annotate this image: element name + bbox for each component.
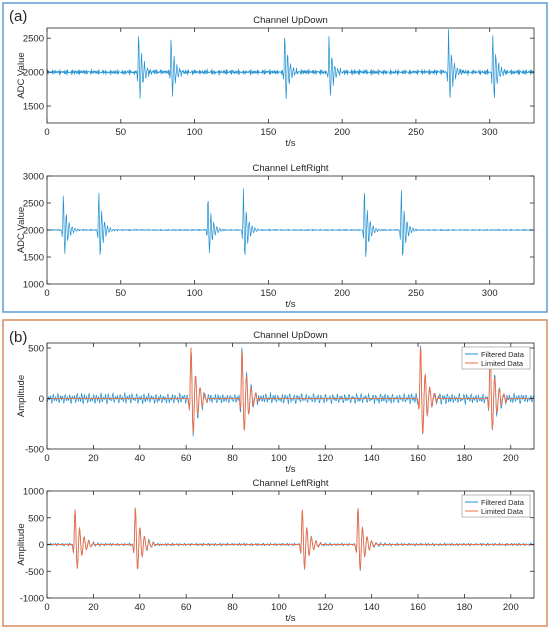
x-tick-label: 180 (456, 602, 472, 613)
x-tick-label: 250 (408, 288, 424, 299)
x-tick-label: 20 (88, 602, 99, 613)
x-tick-label: 200 (503, 453, 519, 464)
x-tick-label: 20 (88, 453, 99, 464)
x-tick-label: 50 (115, 127, 126, 138)
y-axis-label: Amplitude (16, 375, 27, 417)
traces (47, 28, 534, 100)
x-tick-label: 50 (115, 288, 126, 299)
y-tick-label: 2500 (23, 199, 44, 210)
x-axis-label: t/s (285, 138, 295, 149)
x-tick-label: 300 (482, 127, 498, 138)
y-tick-label: 1500 (23, 253, 44, 264)
y-tick-label: 2500 (23, 34, 44, 45)
x-tick-label: 40 (134, 602, 145, 613)
x-tick-label: 100 (271, 453, 287, 464)
chart-1: 0 50 100 150 200 250 300 1500 2000 2500 Channel Up… (16, 15, 535, 149)
y-tick-label: 1500 (23, 102, 44, 113)
y-tick-label: 3000 (23, 172, 44, 183)
legend-label: Filtered Data (481, 498, 525, 507)
x-tick-label: 0 (44, 288, 49, 299)
y-tick-label: 2000 (23, 68, 44, 79)
x-tick-label: 250 (408, 127, 424, 138)
x-tick-label: 0 (44, 602, 49, 613)
series-line-signal (47, 28, 534, 100)
x-tick-label: 60 (181, 602, 192, 613)
x-axis-label: t/s (285, 613, 295, 624)
x-tick-label: 120 (317, 602, 333, 613)
x-tick-label: 300 (482, 288, 498, 299)
panel-a-label: (a) (9, 8, 27, 25)
series-line-signal (47, 188, 534, 258)
panel-b-frame (2, 319, 548, 627)
y-tick-label: -500 (25, 567, 44, 578)
legend-label: Limited Data (481, 359, 524, 368)
y-tick-label: 0 (39, 540, 44, 551)
x-tick-label: 60 (181, 453, 192, 464)
chart-4: 0 20 40 60 80 100 120 140 160 180 200 -1000 -500 0 500… (16, 478, 535, 624)
series-line-limited-data (47, 347, 534, 433)
series-line-limited-data (47, 507, 534, 571)
axes-box (46, 342, 535, 450)
x-tick-label: 150 (260, 127, 276, 138)
x-tick-label: 200 (334, 127, 350, 138)
y-axis-label: Amplitude (16, 523, 27, 565)
chart-title: Channel UpDown (253, 15, 327, 26)
traces (47, 188, 534, 258)
chart-2: 0 50 100 150 200 250 300 1000 1500 2000 2500 3000 Ch… (16, 163, 535, 310)
chart-title: Channel UpDown (253, 330, 327, 341)
x-tick-label: 40 (134, 453, 145, 464)
x-tick-label: 100 (271, 602, 287, 613)
y-tick-label: 500 (28, 513, 44, 524)
x-axis-label: t/s (285, 299, 295, 310)
chart-title: Channel LeftRight (252, 163, 328, 174)
x-tick-label: 200 (334, 288, 350, 299)
x-tick-label: 140 (364, 453, 380, 464)
x-tick-label: 140 (364, 602, 380, 613)
y-tick-label: 1000 (23, 280, 44, 291)
x-tick-label: 180 (456, 453, 472, 464)
legend-box (461, 346, 531, 370)
legend-label: Filtered Data (481, 350, 525, 359)
y-tick-label: -1000 (20, 594, 44, 605)
legend-box (461, 494, 531, 518)
y-tick-label: 1000 (23, 487, 44, 498)
x-tick-label: 150 (260, 288, 276, 299)
panel-a-frame (2, 2, 548, 313)
traces (47, 345, 534, 437)
x-tick-label: 100 (187, 127, 203, 138)
y-axis-label: ADC Value (16, 52, 27, 98)
axes-box (46, 27, 535, 124)
chart-3: 0 20 40 60 80 100 120 140 160 180 200-5000500Chann… (16, 330, 535, 475)
x-tick-label: 160 (410, 453, 426, 464)
x-tick-label: 80 (227, 602, 238, 613)
y-tick-label: 0 (39, 394, 44, 405)
x-tick-label: 0 (44, 453, 49, 464)
traces (47, 507, 534, 571)
y-tick-label: 2000 (23, 226, 44, 237)
legend-label: Limited Data (481, 507, 524, 516)
x-tick-label: 100 (187, 288, 203, 299)
x-tick-label: 120 (317, 453, 333, 464)
chart-title: Channel LeftRight (252, 478, 328, 489)
panel-b-label: (b) (9, 329, 27, 346)
y-axis-label: ADC Value (16, 207, 27, 253)
plot-area (47, 28, 534, 123)
x-tick-label: 80 (227, 453, 238, 464)
x-tick-label: 200 (503, 602, 519, 613)
x-tick-label: 0 (44, 127, 49, 138)
x-axis-label: t/s (285, 464, 295, 475)
y-tick-label: 500 (28, 344, 44, 355)
y-tick-label: -500 (25, 445, 44, 456)
x-tick-label: 160 (410, 602, 426, 613)
